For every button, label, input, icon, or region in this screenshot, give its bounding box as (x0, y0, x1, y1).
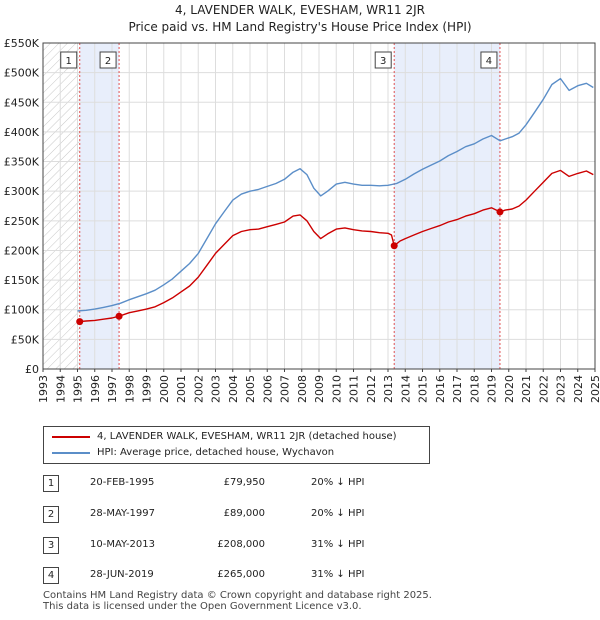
x-tick-label: 2021 (520, 375, 533, 403)
y-tick-label: £250K (4, 215, 40, 228)
sale-hpi-diff: 31% ↓ HPI (311, 569, 365, 580)
no-data-hatch (43, 43, 80, 369)
y-tick-label: £100K (4, 304, 40, 317)
sale-label-text: 1 (66, 56, 72, 67)
legend: 4, LAVENDER WALK, EVESHAM, WR11 2JR (det… (43, 426, 430, 464)
x-tick-label: 2019 (486, 375, 499, 403)
x-tick-label: 2002 (192, 375, 205, 403)
y-tick-label: £500K (4, 67, 40, 80)
sale-label-frame (99, 51, 117, 69)
legend-label-property: 4, LAVENDER WALK, EVESHAM, WR11 2JR (det… (97, 431, 397, 442)
y-tick-label: £200K (4, 244, 40, 257)
legend-swatch-property (52, 436, 90, 438)
x-tick-label: 2024 (572, 375, 585, 403)
sale-date: 28-MAY-1997 (90, 508, 156, 519)
x-tick-label: 1994 (54, 375, 67, 403)
x-tick-label: 2025 (589, 375, 600, 403)
x-tick-label: 2005 (244, 375, 257, 403)
sale-date: 10-MAY-2013 (90, 539, 156, 550)
x-tick-label: 2011 (348, 375, 361, 403)
x-tick-label: 2023 (555, 375, 568, 403)
sale-span-shade (394, 43, 500, 369)
x-tick-label: 2012 (365, 375, 378, 403)
x-tick-label: 2020 (503, 375, 516, 403)
property-series-line (79, 169, 594, 323)
legend-swatch-hpi (52, 452, 90, 454)
x-tick-label: 2015 (417, 375, 430, 403)
sale-row: 3 10-MAY-2013 £208,000 31% ↓ HPI (43, 537, 463, 555)
sale-number: 1 (43, 475, 59, 492)
x-tick-label: 2003 (210, 375, 223, 403)
sale-price: £89,000 (223, 508, 265, 519)
sale-row: 1 20-FEB-1995 £79,950 20% ↓ HPI (43, 475, 463, 493)
y-tick-label: £50K (11, 333, 40, 346)
sale-label-frame (60, 51, 78, 69)
x-tick-label: 2001 (175, 375, 188, 403)
x-tick-label: 2009 (313, 375, 326, 403)
sale-hpi-diff: 31% ↓ HPI (311, 539, 365, 550)
x-tick-label: 2017 (451, 375, 464, 403)
sale-row: 2 28-MAY-1997 £89,000 20% ↓ HPI (43, 506, 463, 524)
chart-subtitle: Price paid vs. HM Land Registry's House … (128, 20, 472, 34)
x-tick-label: 1995 (72, 375, 85, 403)
x-tick-label: 2006 (261, 375, 274, 403)
sale-point (496, 208, 504, 216)
x-tick-label: 2000 (158, 375, 171, 403)
footer-licence: This data is licensed under the Open Gov… (43, 601, 362, 612)
x-tick-label: 2013 (382, 375, 395, 403)
sale-label-text: 2 (105, 56, 111, 67)
price-chart: £0 £50K £100K £150K £200K £250K £300K £350K £400… (4, 37, 600, 403)
sale-label-box: 1 (60, 51, 78, 69)
sale-hpi-diff: 20% ↓ HPI (311, 508, 365, 519)
sale-span-shade (79, 43, 120, 369)
y-tick-label: £150K (4, 274, 40, 287)
sale-label-frame (374, 51, 392, 69)
x-tick-label: 2008 (296, 375, 309, 403)
x-tick-label: 2010 (330, 375, 343, 403)
x-tick-label: 2014 (399, 375, 412, 403)
x-tick-label: 2022 (537, 375, 550, 403)
sale-label-text: 3 (380, 56, 386, 67)
footer-copyright: Contains HM Land Registry data © Crown c… (43, 590, 432, 601)
x-tick-label: 1996 (89, 375, 102, 403)
y-tick-label: £550K (4, 37, 40, 50)
sale-price: £208,000 (217, 539, 265, 550)
x-tick-label: 1999 (141, 375, 154, 403)
sale-number: 3 (43, 537, 59, 554)
sale-label-frame (480, 51, 498, 69)
x-tick-label: 2007 (279, 375, 292, 403)
legend-label-hpi: HPI: Average price, detached house, Wych… (97, 447, 335, 458)
sale-point (76, 318, 84, 326)
x-tick-label: 1997 (106, 375, 119, 403)
sale-price: £265,000 (217, 569, 265, 580)
x-tick-label: 2018 (468, 375, 481, 403)
sale-number: 2 (43, 506, 59, 523)
x-tick-label: 1993 (37, 375, 50, 403)
sale-point (390, 242, 398, 250)
chart-title: 4, LAVENDER WALK, EVESHAM, WR11 2JR (174, 3, 425, 17)
x-tick-label: 2004 (227, 375, 240, 403)
sale-point (115, 312, 123, 320)
sale-date: 20-FEB-1995 (90, 477, 155, 488)
sale-label-box: 4 (480, 51, 498, 69)
sale-date: 28-JUN-2019 (90, 569, 154, 580)
sale-price: £79,950 (223, 477, 265, 488)
sale-label-box: 2 (99, 51, 117, 69)
hpi-series-line (77, 77, 594, 312)
y-tick-label: £300K (4, 185, 40, 198)
y-tick-label: £0 (25, 363, 39, 376)
y-tick-label: £350K (4, 156, 40, 169)
sale-row: 4 28-JUN-2019 £265,000 31% ↓ HPI (43, 567, 463, 585)
x-tick-label: 1998 (123, 375, 136, 403)
x-tick-label: 2016 (434, 375, 447, 403)
sale-hpi-diff: 20% ↓ HPI (311, 477, 365, 488)
y-tick-label: £400K (4, 126, 40, 139)
y-tick-label: £450K (4, 96, 40, 109)
sale-label-text: 4 (486, 56, 492, 67)
sale-number: 4 (43, 567, 59, 584)
sale-label-box: 3 (374, 51, 392, 69)
